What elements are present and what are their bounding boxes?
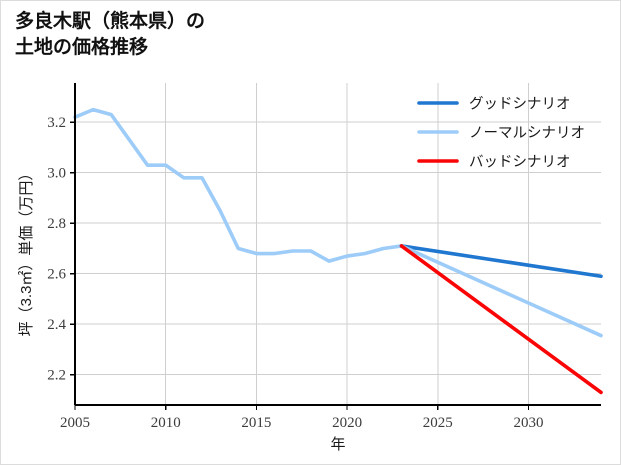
axis-labels-group: 年 坪（3.3㎡）単価（万円） bbox=[18, 166, 346, 453]
y-tick-label: 2.4 bbox=[47, 317, 66, 333]
series-group bbox=[73, 107, 603, 395]
series-line-3 bbox=[399, 244, 603, 395]
legend-label-2: バッドシナリオ bbox=[469, 155, 571, 171]
axis-ticks-group: 2.2 2.4 2.6 2.8 3.0 3.2 2005 2010 2015 2020 2025 20… bbox=[47, 115, 543, 431]
x-tick-label: 2005 bbox=[60, 415, 90, 431]
y-tick-label: 3.0 bbox=[47, 166, 66, 182]
page-title: 多良木駅（熊本県）の 土地の価格推移 bbox=[15, 11, 206, 58]
axis-spines bbox=[73, 83, 601, 407]
x-tick-label: 2010 bbox=[151, 415, 181, 431]
series-line-2 bbox=[399, 244, 603, 338]
x-tick-label: 2015 bbox=[241, 415, 271, 431]
x-tick-label: 2030 bbox=[513, 415, 543, 431]
legend-label-1: ノーマルシナリオ bbox=[469, 126, 585, 142]
x-tick-label: 2020 bbox=[332, 415, 362, 431]
y-tick-label: 2.6 bbox=[47, 267, 66, 283]
x-tick-label: 2025 bbox=[423, 415, 453, 431]
y-tick-label: 3.2 bbox=[47, 115, 66, 131]
x-axis-title: 年 bbox=[330, 436, 345, 453]
y-tick-label: 2.2 bbox=[47, 368, 66, 384]
y-tick-label: 2.8 bbox=[47, 216, 66, 232]
legend-label-0: グッドシナリオ bbox=[469, 96, 571, 113]
y-axis-title: 坪（3.3㎡）単価（万円） bbox=[18, 166, 35, 337]
series-line-0 bbox=[73, 107, 404, 263]
series-line-1 bbox=[399, 244, 603, 279]
